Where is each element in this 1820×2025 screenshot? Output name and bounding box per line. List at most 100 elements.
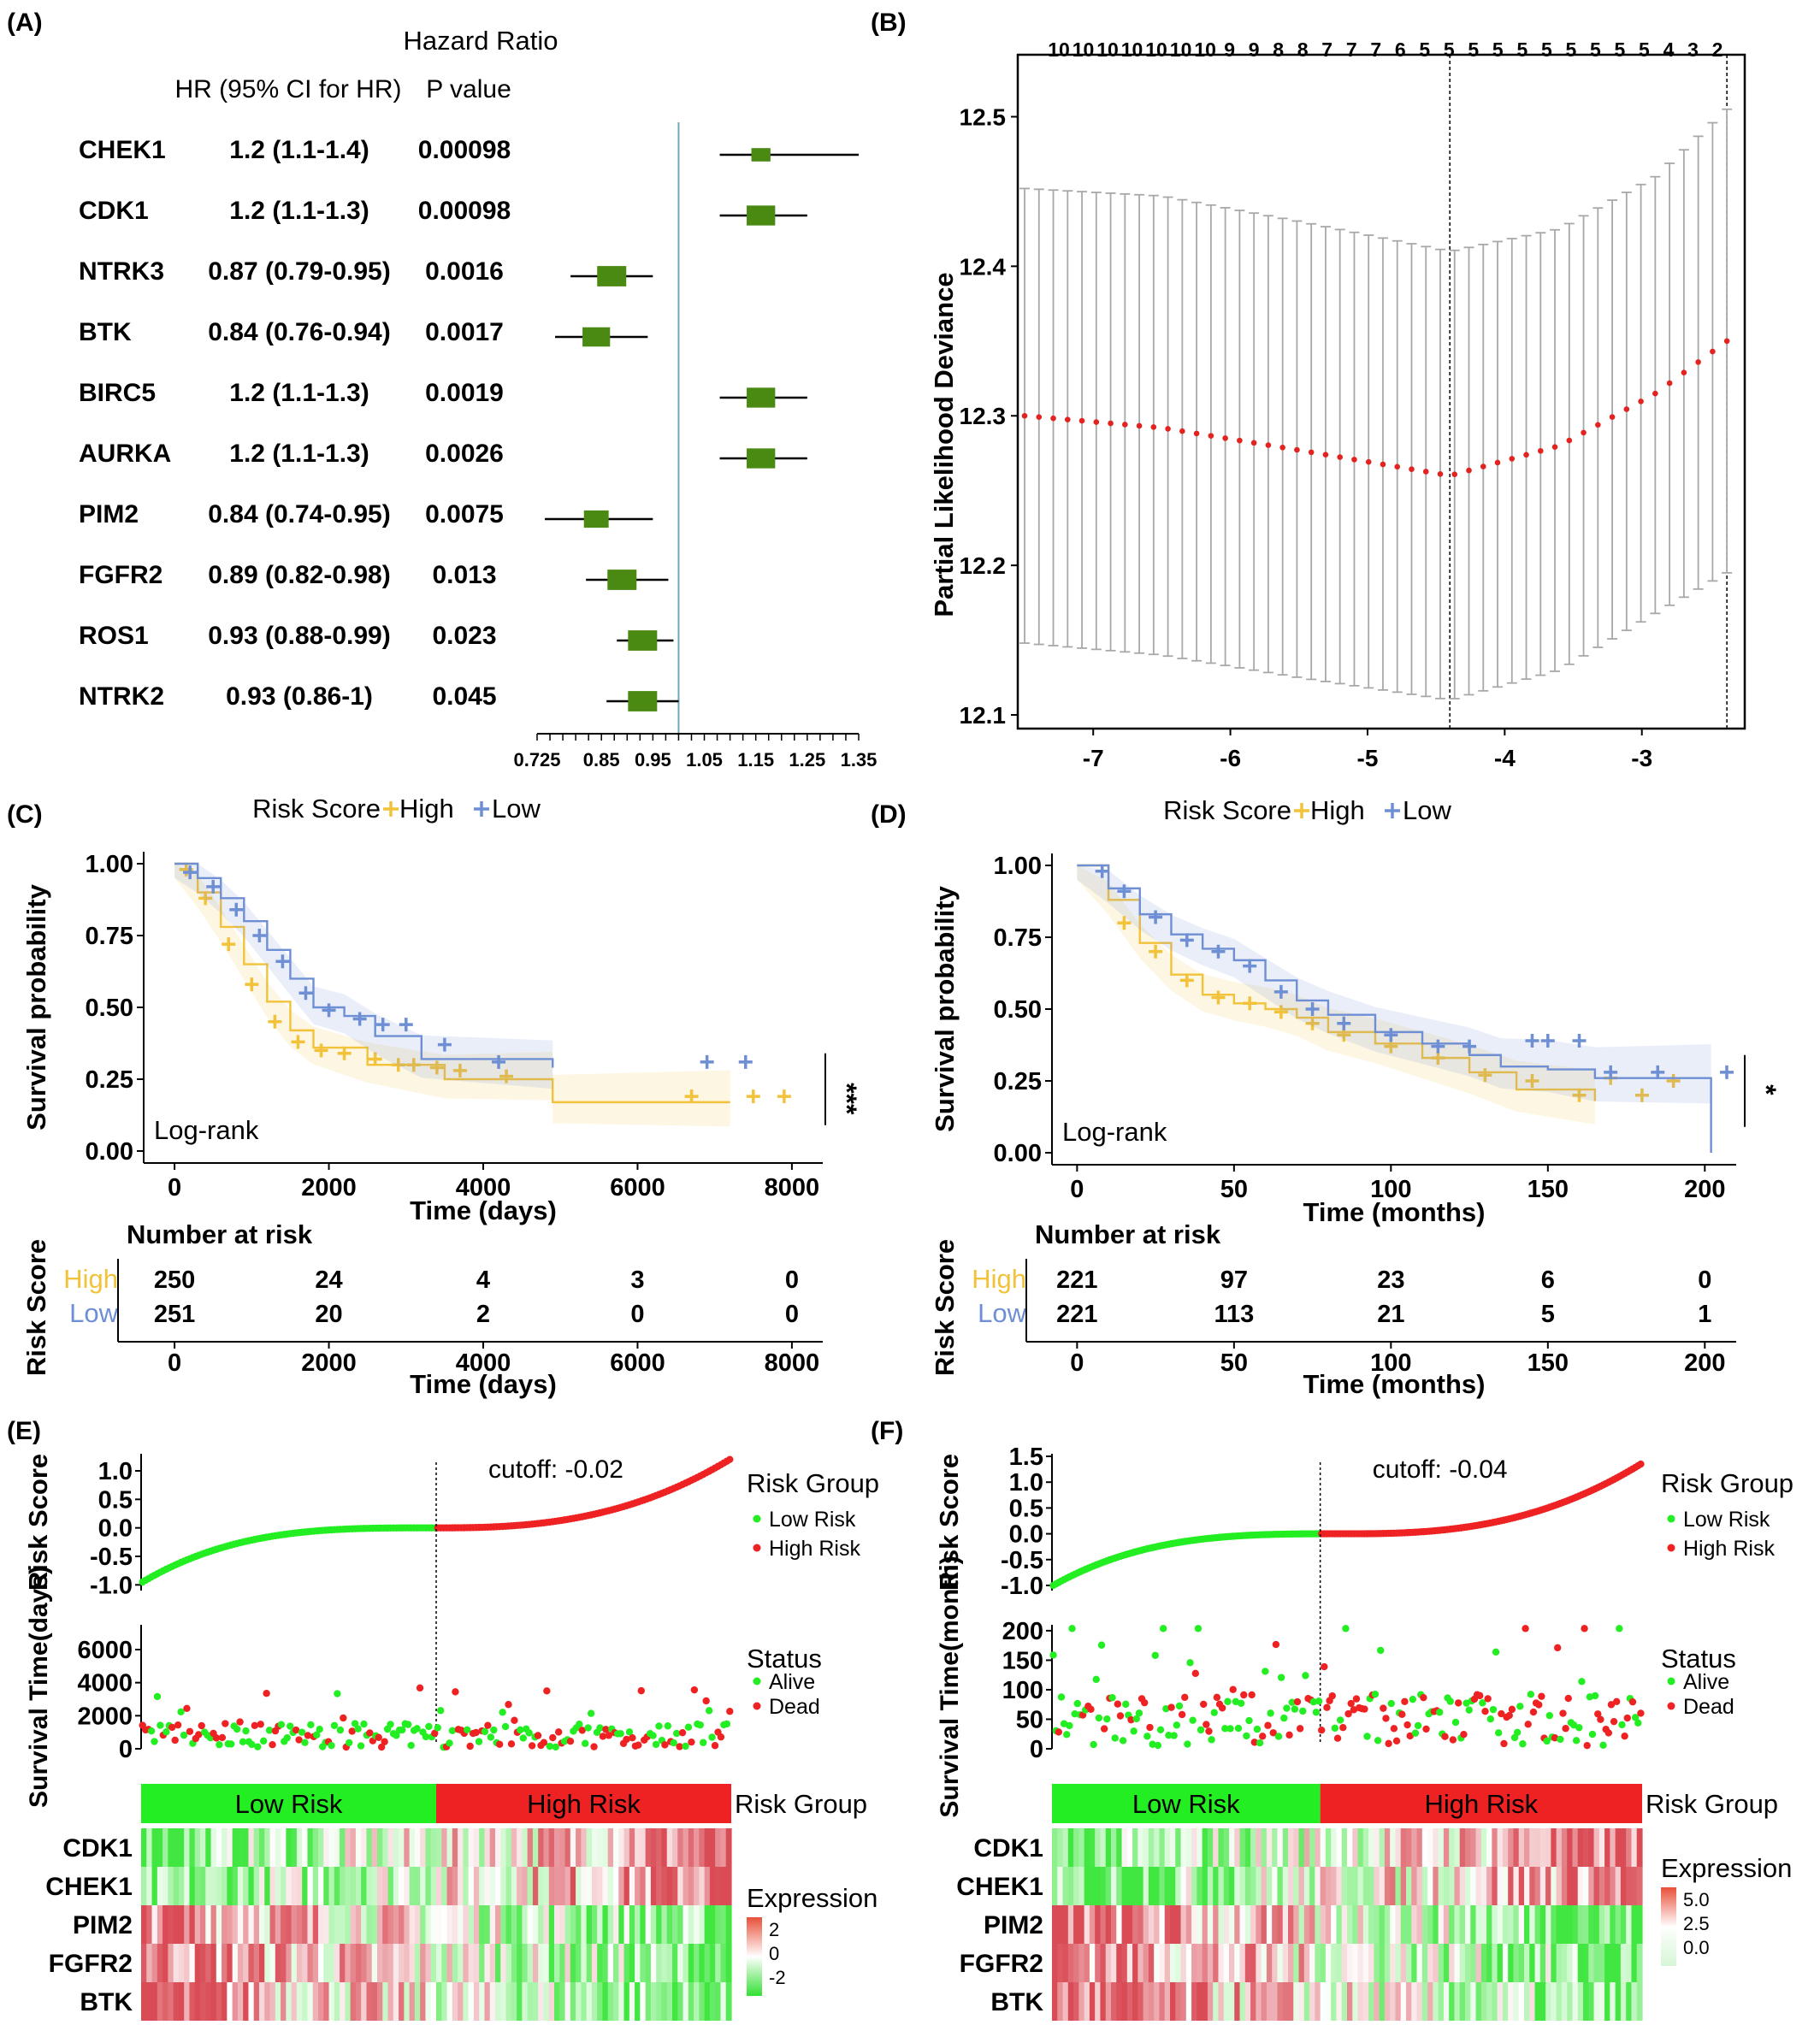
heatmap-cell	[694, 1905, 700, 1944]
survival-status-point	[1114, 1700, 1122, 1708]
heatmap-cell	[1234, 1905, 1241, 1944]
heatmap-cell	[1309, 1905, 1315, 1944]
heatmap-cell	[479, 1944, 486, 1982]
heatmap-cell	[1073, 1828, 1079, 1867]
deviance-x-tick-label: -5	[1357, 745, 1379, 771]
heatmap-cell	[1513, 1828, 1520, 1867]
heatmap-cell	[1202, 1944, 1208, 1982]
survival-status-point	[505, 1701, 512, 1709]
heatmap-cell	[307, 1828, 314, 1867]
heatmap-cell	[436, 1944, 442, 1982]
heatmap-cell	[1626, 1867, 1633, 1905]
heatmap-cell	[468, 1867, 475, 1905]
heatmap-cell	[275, 1982, 281, 2021]
forest-col-header-hr: HR (95% CI for HR)	[174, 75, 401, 103]
heatmap-cell	[699, 1982, 706, 2021]
survival-status-point	[475, 1738, 483, 1745]
heatmap-cell	[253, 1905, 260, 1944]
heatmap-cell	[522, 1867, 529, 1905]
heatmap-cell	[1470, 1982, 1477, 2021]
heatmap-cell	[720, 1867, 727, 1905]
heatmap-cell	[243, 1867, 250, 1905]
heatmap-cell	[1331, 1982, 1338, 2021]
survival-status-point	[301, 1739, 309, 1746]
risk-table-x-tick-label: 2000	[301, 1349, 357, 1377]
heatmap-cell	[404, 1905, 411, 1944]
survival-status-point	[1087, 1705, 1095, 1714]
risk-group-legend-high: High Risk	[1683, 1537, 1775, 1561]
heatmap-cell	[1089, 1982, 1096, 2021]
deviance-mean-point	[1681, 369, 1687, 376]
heatmap-cell	[1116, 1828, 1123, 1867]
km-censor-high	[746, 1089, 760, 1104]
km-legend-high: High	[1310, 795, 1365, 825]
heatmap-cell	[1470, 1944, 1477, 1982]
survival-status-point	[1116, 1712, 1125, 1720]
heatmap-cell	[361, 1867, 368, 1905]
heatmap-cell	[1244, 1828, 1251, 1867]
deviance-mean-point	[1250, 440, 1257, 446]
forest-hr-text: 0.93 (0.88-0.99)	[208, 622, 390, 650]
survival-status-point	[540, 1739, 548, 1746]
forest-hr-box	[747, 448, 776, 469]
heatmap-cell	[1288, 1867, 1294, 1905]
risk-group-bar-high-label: High Risk	[1424, 1789, 1538, 1819]
forest-hr-text: 0.87 (0.79-0.95)	[208, 257, 390, 286]
survival-status-point	[1516, 1703, 1524, 1710]
heatmap-cell	[517, 1828, 523, 1867]
heatmap-cell	[1095, 1982, 1102, 2021]
heatmap-cell	[1239, 1944, 1246, 1982]
heatmap-cell	[146, 1982, 153, 2021]
heatmap-cell	[1261, 1905, 1268, 1944]
heatmap-cell	[1433, 1828, 1439, 1867]
expression-tick-label: -2	[769, 1967, 786, 1988]
heatmap-cell	[340, 1982, 346, 2021]
survival-status-point	[236, 1718, 244, 1726]
heatmap-cell	[484, 1982, 491, 2021]
heatmap-cell	[446, 1867, 453, 1905]
heatmap-cell	[1368, 1867, 1374, 1905]
heatmap-cell	[1615, 1828, 1622, 1867]
survival-status-point	[688, 1738, 695, 1746]
heatmap-cell	[312, 1905, 319, 1944]
heatmap-cell	[1126, 1828, 1133, 1867]
heatmap-cell	[1170, 1828, 1176, 1867]
survival-status-point	[1210, 1709, 1218, 1716]
survival-status-point	[1245, 1716, 1253, 1725]
deviance-mean-point	[1050, 415, 1056, 422]
heatmap-cell	[425, 1905, 432, 1944]
heatmap-cell	[216, 1828, 222, 1867]
survival-status-point	[334, 1690, 341, 1697]
heatmap-cell	[232, 1905, 239, 1944]
survival-status-point	[1178, 1710, 1186, 1719]
survival-status-point	[1398, 1710, 1406, 1718]
heatmap-cell	[1390, 1867, 1397, 1905]
heatmap-cell	[1309, 1867, 1315, 1905]
heatmap-cell	[1175, 1905, 1182, 1944]
heatmap-cell	[264, 1982, 271, 2021]
survival-status-point	[1562, 1725, 1569, 1733]
heatmap-cell	[576, 1867, 582, 1905]
heatmap-cell	[576, 1905, 582, 1944]
heatmap-cell	[334, 1828, 340, 1867]
heatmap-cell	[1583, 1905, 1589, 1944]
heatmap-cell	[1390, 1828, 1397, 1867]
survival-status-point	[346, 1739, 353, 1747]
survival-status-point	[1594, 1710, 1602, 1718]
heatmap-cell	[1331, 1828, 1338, 1867]
heatmap-cell	[377, 1982, 383, 2021]
survival-status-point	[1449, 1736, 1457, 1744]
deviance-top-count: 6	[1395, 38, 1406, 61]
heatmap-cell	[178, 1905, 185, 1944]
heatmap-cell	[1261, 1828, 1268, 1867]
heatmap-cell	[1341, 1905, 1348, 1944]
heatmap-cell	[613, 1982, 619, 2021]
survival-status-point	[1581, 1625, 1588, 1632]
deviance-top-count: 5	[1541, 38, 1552, 61]
heatmap-cell	[1604, 1982, 1610, 2021]
heatmap-cell	[1465, 1944, 1471, 1982]
heatmap-cell	[1475, 1828, 1482, 1867]
survival-status-point	[1616, 1625, 1623, 1632]
survival-status-point	[1465, 1706, 1473, 1714]
heatmap-cell	[1534, 1828, 1541, 1867]
